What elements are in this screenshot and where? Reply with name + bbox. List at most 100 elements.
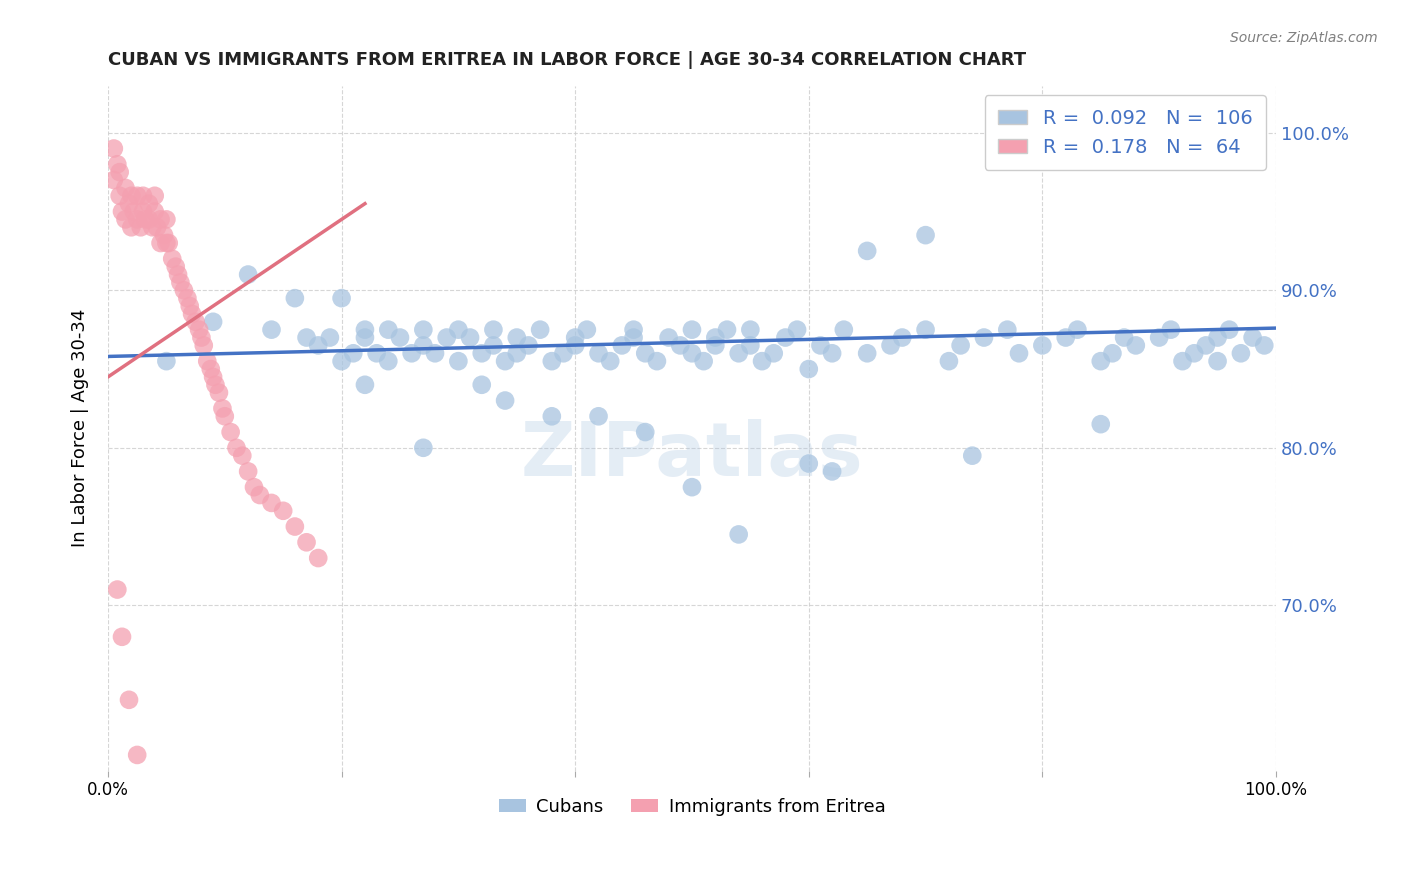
Point (681, 323, 703, 337)
Point (564, 338, 586, 352)
Point (330, 354, 353, 368)
Point (271, 504, 294, 518)
Point (105, 157, 128, 171)
Point (231, 449, 253, 463)
Point (173, 283, 195, 297)
Point (669, 338, 692, 352)
Point (506, 346, 529, 360)
Point (1090, 417, 1112, 432)
Point (114, 181, 136, 195)
Point (114, 212, 136, 227)
Point (243, 480, 266, 494)
Point (727, 346, 749, 360)
Point (436, 330, 458, 344)
Point (740, 338, 762, 352)
Point (645, 354, 668, 368)
Point (208, 385, 231, 400)
Point (129, 220, 152, 235)
Point (155, 212, 177, 227)
Point (295, 330, 318, 344)
Point (412, 323, 434, 337)
Point (1182, 346, 1205, 360)
Point (494, 354, 516, 368)
Point (610, 338, 633, 352)
Point (914, 323, 936, 337)
Point (623, 330, 645, 344)
Point (307, 338, 329, 352)
Point (914, 228, 936, 243)
Point (111, 630, 134, 644)
Point (1195, 338, 1218, 352)
Point (891, 330, 914, 344)
Point (762, 346, 785, 360)
Y-axis label: In Labor Force | Age 30-34: In Labor Force | Age 30-34 (72, 309, 89, 548)
Point (155, 354, 177, 368)
Point (108, 188, 131, 202)
Point (681, 346, 703, 360)
Point (1101, 346, 1123, 360)
Point (153, 228, 176, 243)
Point (165, 260, 187, 274)
Point (204, 377, 226, 392)
Point (1066, 323, 1088, 337)
Point (190, 330, 212, 344)
Point (193, 338, 215, 352)
Point (1230, 346, 1253, 360)
Point (1218, 323, 1240, 337)
Point (149, 212, 172, 227)
Point (564, 330, 586, 344)
Point (832, 323, 855, 337)
Point (879, 338, 901, 352)
Point (623, 323, 645, 337)
Point (995, 323, 1018, 337)
Point (1171, 354, 1194, 368)
Text: ZIPatlas: ZIPatlas (520, 419, 863, 492)
Point (169, 276, 191, 290)
Point (260, 496, 283, 510)
Point (132, 188, 155, 202)
Point (1253, 338, 1275, 352)
Point (138, 212, 160, 227)
Point (149, 235, 172, 250)
Point (962, 449, 984, 463)
Point (775, 330, 797, 344)
Point (856, 346, 879, 360)
Point (634, 346, 657, 360)
Point (471, 346, 494, 360)
Point (471, 377, 494, 392)
Point (938, 354, 960, 368)
Point (132, 204, 155, 219)
Point (127, 747, 149, 762)
Point (634, 425, 657, 439)
Point (157, 235, 180, 250)
Point (143, 188, 166, 202)
Point (704, 330, 727, 344)
Point (494, 393, 516, 408)
Point (797, 362, 820, 376)
Point (200, 362, 222, 376)
Point (786, 323, 808, 337)
Point (111, 204, 134, 219)
Point (412, 338, 434, 352)
Point (377, 323, 399, 337)
Point (122, 204, 145, 219)
Point (176, 291, 198, 305)
Point (727, 527, 749, 541)
Point (1054, 330, 1077, 344)
Point (354, 323, 377, 337)
Point (575, 323, 598, 337)
Point (202, 315, 225, 329)
Point (482, 323, 505, 337)
Point (143, 204, 166, 219)
Point (540, 409, 562, 424)
Point (447, 323, 470, 337)
Point (506, 330, 529, 344)
Point (160, 252, 183, 266)
Point (284, 291, 307, 305)
Point (599, 354, 621, 368)
Point (704, 338, 727, 352)
Point (307, 551, 329, 566)
Point (146, 220, 169, 235)
Point (295, 535, 318, 549)
Point (342, 346, 364, 360)
